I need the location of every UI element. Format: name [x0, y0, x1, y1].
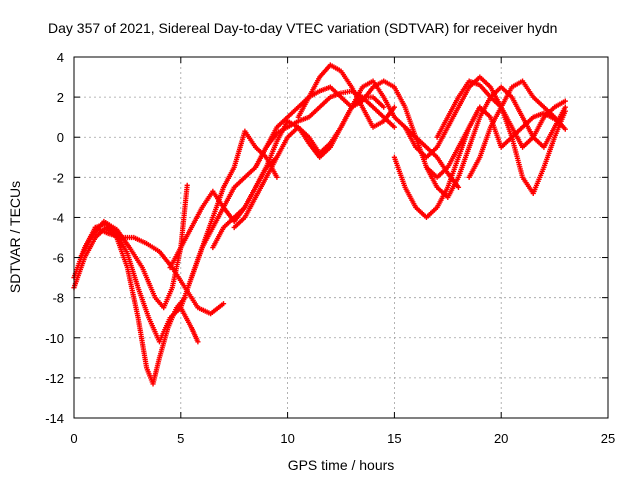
data-point: [195, 339, 201, 345]
y-tick-label: -4: [52, 210, 64, 225]
data-points: [71, 62, 568, 387]
plot-border: [73, 56, 609, 419]
chart-title: Day 357 of 2021, Sidereal Day-to-day VTE…: [48, 20, 557, 36]
series-track-d: [92, 224, 227, 317]
data-point: [455, 184, 462, 190]
series-track-k: [295, 62, 397, 130]
x-tick-label: 10: [280, 431, 294, 446]
x-tick-label: 25: [601, 431, 615, 446]
x-tick-label: 20: [494, 431, 508, 446]
y-tick-label: 2: [57, 90, 64, 105]
x-tick-label: 15: [387, 431, 401, 446]
y-tick-label: -2: [52, 170, 64, 185]
x-axis-label: GPS time / hours: [288, 457, 395, 473]
x-tick-label: 5: [177, 431, 184, 446]
series-track-c: [77, 182, 190, 311]
axis-ticks: 0 5 10 15 20 25 -14 -12 -10 -8 -6 -4 -2 0 2 4: [45, 50, 615, 446]
data-point: [562, 126, 568, 132]
data-point: [274, 174, 280, 180]
series-track-l: [391, 104, 558, 221]
y-tick-label: 0: [57, 130, 64, 145]
data-point: [562, 98, 568, 104]
series-track-a: [71, 224, 188, 387]
data-point: [184, 182, 190, 188]
x-tick-label: 0: [70, 431, 77, 446]
series-track-n: [423, 84, 568, 200]
data-point: [562, 108, 568, 114]
y-tick-label: -12: [45, 371, 64, 386]
data-point: [381, 104, 387, 110]
y-tick-label: -8: [52, 291, 64, 306]
series-track-o: [434, 78, 568, 196]
data-point: [391, 104, 397, 110]
data-point: [391, 124, 397, 130]
y-tick-label: -6: [52, 251, 64, 266]
y-axis-label: SDTVAR / TECUs: [7, 181, 23, 293]
y-tick-label: -10: [45, 331, 64, 346]
y-tick-label: 4: [57, 50, 64, 65]
y-tick-label: -14: [45, 411, 64, 426]
data-point: [220, 301, 227, 307]
series-track-p: [466, 78, 568, 180]
